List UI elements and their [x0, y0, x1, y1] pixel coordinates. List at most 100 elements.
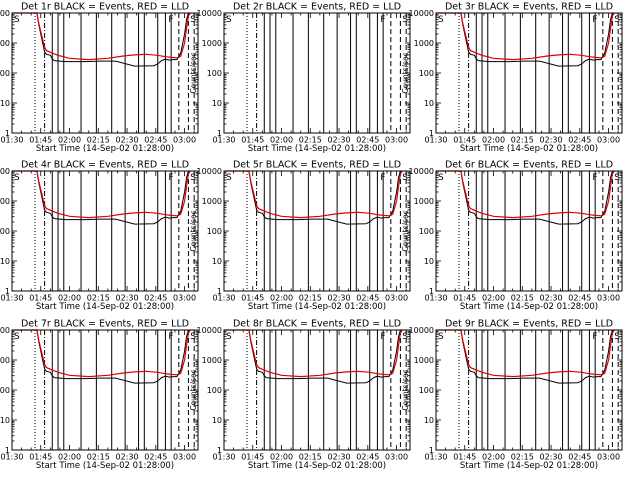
x-tick-label: 02:30 [116, 136, 139, 145]
marker-right-label: S [190, 173, 196, 183]
x-tick-label: 02:45 [144, 453, 167, 462]
y-tick-label: 100 [0, 69, 10, 78]
marker-mid-label: F [168, 332, 173, 342]
marker-mid-label: F [380, 15, 385, 25]
y-tick-label: 10000 [0, 167, 10, 176]
y-tick-label: 10000 [197, 9, 222, 18]
x-tick-label: 03:00 [173, 453, 196, 462]
y-tick-label: 100 [207, 227, 222, 236]
marker-right-label: S [614, 15, 620, 25]
x-tick-label: 02:00 [482, 294, 505, 303]
x-tick-label: 01:45 [453, 294, 476, 303]
x-tick-label: 02:45 [568, 453, 591, 462]
x-tick-label: 02:15 [299, 453, 322, 462]
y-axis-label: Counts/sec [401, 52, 410, 93]
x-tick-label: 01:30 [424, 453, 447, 462]
x-tick-label: 01:45 [241, 294, 264, 303]
marker-right-label: S [402, 173, 408, 183]
x-tick-label: 01:30 [424, 136, 447, 145]
lld-series-line [224, 170, 403, 219]
x-axis-label: Start Time (14-Sep-02 01:28:00) [248, 144, 386, 154]
y-tick-label: 10000 [409, 326, 434, 335]
y-tick-label: 1 [429, 446, 434, 455]
y-tick-label: 10 [424, 257, 434, 266]
x-axis-label: Start Time (14-Sep-02 01:28:00) [460, 144, 598, 154]
y-tick-label: 1 [217, 129, 222, 138]
x-tick-label: 02:00 [482, 136, 505, 145]
x-tick-label: 03:00 [385, 294, 408, 303]
y-tick-label: 1000 [202, 39, 222, 48]
x-tick-label: 03:00 [385, 136, 408, 145]
x-tick-label: 02:00 [482, 453, 505, 462]
y-tick-label: 1000 [202, 197, 222, 206]
marker-mid-label: F [380, 173, 385, 183]
y-tick-label: 100 [207, 69, 222, 78]
x-tick-label: 02:45 [356, 136, 379, 145]
x-tick-label: 01:30 [0, 453, 23, 462]
x-tick-label: 02:15 [511, 294, 534, 303]
x-axis-label: Start Time (14-Sep-02 01:28:00) [460, 302, 598, 312]
x-tick-label: 01:45 [29, 136, 52, 145]
y-tick-label: 100 [419, 69, 434, 78]
panel-title: Det 4r BLACK = Events, RED = LLD [21, 160, 189, 171]
y-tick-label: 1000 [202, 356, 222, 365]
panel-title: Det 5r BLACK = Events, RED = LLD [233, 160, 401, 171]
x-tick-label: 02:15 [87, 136, 110, 145]
y-tick-label: 10 [424, 99, 434, 108]
marker-right-label: S [190, 332, 196, 342]
y-tick-label: 10000 [0, 9, 10, 18]
y-tick-label: 10 [212, 257, 222, 266]
y-tick-label: 10000 [409, 9, 434, 18]
y-tick-label: 10 [0, 257, 10, 266]
marker-right-label: S [402, 15, 408, 25]
marker-mid-label: F [592, 332, 597, 342]
x-tick-label: 02:15 [87, 453, 110, 462]
marker-right-label: S [614, 173, 620, 183]
y-tick-label: 1 [217, 446, 222, 455]
marker-left-label: S [14, 15, 20, 25]
events-series-line [224, 170, 403, 225]
y-axis-label: Counts/sec [189, 369, 198, 410]
x-tick-label: 02:30 [328, 136, 351, 145]
x-tick-label: 03:00 [173, 294, 196, 303]
y-tick-label: 10 [0, 99, 10, 108]
plot-frame [223, 12, 411, 134]
x-tick-label: 01:45 [453, 453, 476, 462]
marker-left-label: S [226, 332, 232, 342]
x-tick-label: 01:30 [0, 294, 23, 303]
x-tick-label: 02:15 [299, 294, 322, 303]
marker-left-label: S [226, 15, 232, 25]
x-tick-label: 01:45 [241, 453, 264, 462]
x-axis-label: Start Time (14-Sep-02 01:28:00) [36, 144, 174, 154]
x-tick-label: 02:30 [116, 453, 139, 462]
x-tick-label: 03:00 [385, 453, 408, 462]
x-axis-label: Start Time (14-Sep-02 01:28:00) [248, 461, 386, 471]
panel-title: Det 2r BLACK = Events, RED = LLD [233, 2, 401, 13]
x-tick-label: 01:45 [453, 136, 476, 145]
panel-title: Det 3r BLACK = Events, RED = LLD [445, 2, 613, 13]
events-series-line [12, 12, 191, 67]
x-tick-label: 02:45 [144, 136, 167, 145]
events-series-line [12, 170, 191, 225]
y-tick-label: 10 [212, 416, 222, 425]
x-axis-label: Start Time (14-Sep-02 01:28:00) [36, 461, 174, 471]
panel-title: Det 6r BLACK = Events, RED = LLD [445, 160, 613, 171]
x-axis-label: Start Time (14-Sep-02 01:28:00) [36, 302, 174, 312]
marker-mid-label: F [592, 173, 597, 183]
marker-left-label: S [14, 173, 20, 183]
y-tick-label: 1000 [0, 356, 10, 365]
y-tick-label: 1 [5, 287, 10, 296]
y-tick-label: 1 [5, 129, 10, 138]
marker-mid-label: F [168, 15, 173, 25]
x-tick-label: 02:15 [87, 294, 110, 303]
marker-right-label: S [614, 332, 620, 342]
marker-left-label: S [226, 173, 232, 183]
y-tick-label: 1 [429, 129, 434, 138]
marker-mid-label: F [168, 173, 173, 183]
marker-right-label: S [190, 15, 196, 25]
y-tick-label: 1000 [0, 39, 10, 48]
panel-title: Det 1r BLACK = Events, RED = LLD [21, 2, 189, 13]
